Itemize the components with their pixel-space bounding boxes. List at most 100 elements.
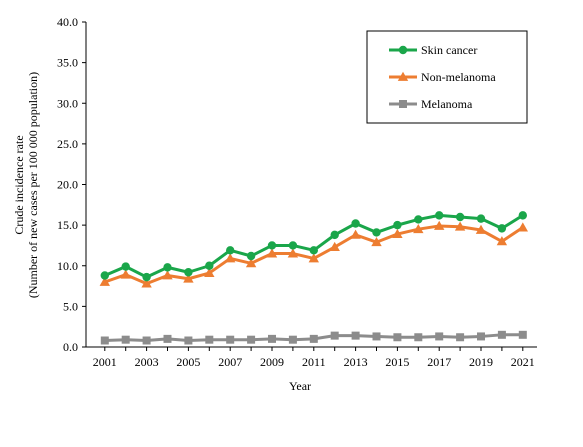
data-point-non-melanoma [245, 258, 257, 268]
data-point-melanoma [268, 334, 276, 343]
data-point-non-melanoma [392, 228, 403, 238]
data-point-non-melanoma [496, 236, 508, 246]
data-point-non-melanoma [434, 220, 445, 230]
data-point-melanoma [142, 336, 151, 345]
x-tick-label: 2017 [427, 355, 451, 369]
data-point-non-melanoma [99, 276, 110, 286]
data-point-melanoma [372, 332, 381, 341]
y-axis-title-line-1: Crude incidence rate [12, 135, 26, 234]
data-point-skin-cancer [435, 211, 444, 220]
data-point-melanoma [351, 331, 360, 340]
data-point-melanoma [414, 333, 423, 342]
legend-item-non-melanoma: Non-melanoma [389, 70, 496, 84]
data-point-non-melanoma [413, 223, 424, 234]
x-tick-label: 2019 [469, 355, 493, 369]
data-point-skin-cancer [393, 220, 402, 230]
data-point-non-melanoma [329, 241, 340, 251]
x-tick-label: 2001 [93, 355, 117, 369]
data-point-melanoma [309, 334, 318, 343]
x-tick-label: 2013 [344, 355, 368, 369]
data-point-melanoma [226, 335, 235, 344]
legend-label: Non-melanoma [421, 70, 496, 84]
data-point-melanoma [100, 336, 109, 345]
data-point-skin-cancer [226, 246, 235, 255]
data-point-skin-cancer [267, 241, 277, 250]
legend-swatch-marker [397, 71, 409, 81]
data-point-melanoma [456, 333, 465, 342]
data-point-melanoma [205, 335, 214, 344]
legend-label: Melanoma [421, 97, 473, 111]
data-point-non-melanoma [371, 236, 382, 247]
y-tick-label: 5.0 [63, 299, 78, 313]
data-point-skin-cancer [309, 246, 318, 255]
data-point-non-melanoma [308, 253, 319, 263]
legend-swatch-marker [398, 45, 408, 55]
legend-label: Skin cancer [421, 43, 477, 57]
data-point-melanoma [288, 335, 297, 344]
y-tick-label: 35.0 [57, 56, 78, 70]
x-tick-label: 2005 [176, 355, 200, 369]
data-point-melanoma [163, 334, 172, 343]
data-point-non-melanoma [162, 270, 173, 280]
series-melanoma [100, 330, 527, 345]
data-point-skin-cancer [142, 272, 151, 282]
data-point-melanoma [121, 335, 130, 344]
x-axis-title: Year [289, 379, 311, 393]
series-skin-cancer [100, 211, 527, 282]
data-point-skin-cancer [351, 219, 360, 228]
data-point-skin-cancer [205, 261, 214, 270]
data-point-skin-cancer [246, 251, 256, 261]
data-point-skin-cancer [121, 262, 130, 271]
y-tick-label: 15.0 [57, 218, 78, 232]
data-point-non-melanoma [475, 224, 487, 234]
data-point-non-melanoma [225, 253, 236, 263]
data-point-skin-cancer [455, 212, 465, 222]
data-point-melanoma [393, 333, 402, 342]
data-point-skin-cancer [288, 241, 298, 250]
data-point-skin-cancer [476, 214, 486, 223]
y-tick-label: 0.0 [63, 340, 78, 354]
data-point-melanoma [184, 336, 193, 345]
x-tick-label: 2007 [218, 355, 242, 369]
data-point-skin-cancer [163, 263, 172, 272]
x-tick-label: 2009 [260, 355, 284, 369]
data-point-skin-cancer [184, 268, 193, 277]
data-point-non-melanoma [350, 229, 361, 239]
x-tick-label: 2015 [385, 355, 409, 369]
data-point-skin-cancer [497, 224, 507, 233]
y-axis-ticks: 0.0 5.0 10.0 15.0 20.0 25.0 30.0 35.0 40.0 [57, 15, 86, 354]
data-point-non-melanoma [120, 269, 131, 279]
y-axis-title: Crude incidence rate (Number of new case… [12, 72, 40, 298]
data-point-skin-cancer [372, 228, 381, 237]
data-point-non-melanoma [204, 267, 215, 277]
series-layer [99, 211, 528, 345]
y-tick-label: 20.0 [57, 178, 78, 192]
x-axis-ticks: 2001 2003 2005 2007 2009 2011 2013 2015 2017 2019… [93, 347, 535, 369]
y-tick-label: 30.0 [57, 96, 78, 110]
data-point-non-melanoma [517, 222, 528, 232]
data-point-skin-cancer [518, 211, 527, 220]
data-point-melanoma [518, 330, 527, 339]
x-tick-label: 2011 [302, 355, 326, 369]
data-point-skin-cancer [330, 230, 339, 240]
y-tick-label: 40.0 [57, 15, 78, 29]
legend-item-skin-cancer: Skin cancer [389, 43, 477, 57]
data-point-melanoma [497, 330, 506, 339]
legend: Skin cancer Non-melanoma Melanoma [366, 30, 528, 124]
y-tick-label: 10.0 [57, 259, 78, 273]
legend-item-melanoma: Melanoma [389, 97, 473, 111]
y-tick-label: 25.0 [57, 137, 78, 151]
series-non-melanoma [99, 220, 528, 288]
y-axis-title-line-2: (Number of new cases per 100 000 populat… [26, 72, 40, 298]
data-point-melanoma [247, 335, 256, 344]
data-point-skin-cancer [100, 271, 110, 280]
data-point-non-melanoma [287, 248, 299, 258]
data-point-melanoma [477, 332, 485, 341]
data-point-melanoma [330, 331, 339, 340]
data-point-skin-cancer [414, 215, 423, 224]
data-point-melanoma [435, 332, 444, 341]
data-point-non-melanoma [266, 248, 278, 258]
data-point-non-melanoma [183, 273, 194, 283]
